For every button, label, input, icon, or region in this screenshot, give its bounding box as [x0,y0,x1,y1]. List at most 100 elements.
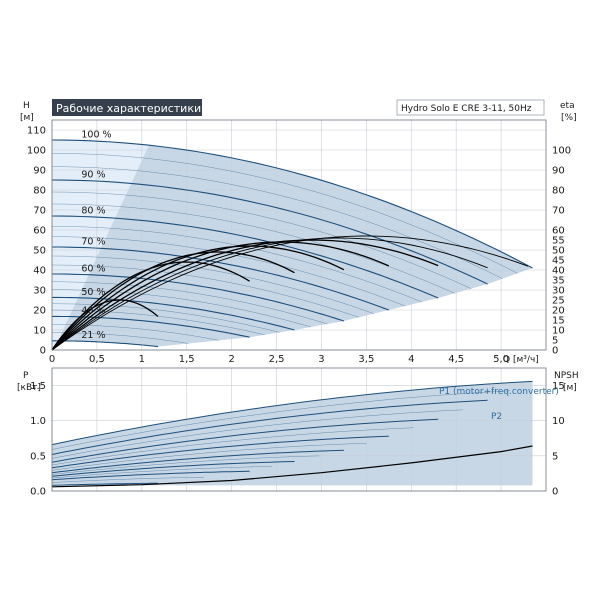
power-curve [51,470,250,481]
npsh-curve [51,445,533,488]
flow-tick-label: 2,5 [269,354,285,365]
power-axis-unit: [кВт] [17,383,41,393]
chart-title: Рабочие характеристики [56,102,201,115]
power-curve [51,449,344,474]
eta-tick-label: 40 [552,266,565,277]
model-box [396,99,545,116]
eta-tick-label: 15 [552,316,565,327]
speed-percent-label: 70 % [81,236,105,247]
power-curve-minor [51,427,414,466]
eta-axis-label: eta [560,101,575,111]
p1-series-label: P1 (motor+freq.converter) [439,387,559,397]
head-tick-label: 100 [27,146,46,157]
eta-tick-label: 10 [552,326,565,337]
head-axis-unit: [м] [20,113,34,123]
flow-tick-label: 3 [318,354,324,365]
speed-curve [51,179,488,285]
eta-axis-unit: [%] [561,113,577,123]
eta-tick-label: 50 [552,246,565,257]
eta-tick-label: 80 [552,186,565,197]
npsh-line [51,445,533,488]
npsh-axis-label: NPSH [554,371,579,381]
power-tick-label: 1.5 [30,381,46,392]
npsh-axis-ticks: 0 5 10 15 [552,381,565,497]
power-band-area [52,381,533,486]
speed-curve-minor [51,153,518,274]
power-curve [51,435,389,469]
eta-tick-label: 55 [552,236,565,247]
power-axis-label: P [23,371,29,381]
power-plot: 0.0 0.5 1.0 1.5 0 5 10 15 P1 (motor+freq.conve… [30,367,565,498]
head-tick-label: 10 [33,326,46,337]
speed-percent-labels: 100 % 90 % 80 % 70 % 60 % 50 % 40 % 21 % [81,129,111,341]
speed-curve-minor [51,303,280,333]
power-curve-minor [51,443,367,471]
speed-curve-minor [52,289,312,328]
p2-series-label: P2 [491,412,502,422]
head-tick-label: 80 [33,186,46,197]
head-tick-label: 70 [33,206,46,217]
speed-percent-label: 40 % [81,306,105,317]
eta-tick-label: 70 [552,206,565,217]
eta-tick-label: 90 [552,166,565,177]
speed-curve-minor [51,264,359,318]
speed-percent-label: 80 % [81,205,105,216]
eta-tick-label: 100 [552,146,571,157]
power-curve-minor [51,390,511,450]
power-curves [51,380,533,486]
power-curve-minor [51,466,273,479]
speed-curve-minor [52,236,406,307]
efficiency-curve [51,241,390,351]
speed-curve-minor [51,226,422,303]
speed-percent-label: 100 % [81,129,111,140]
flow-tick-label: 4 [408,354,414,365]
head-plot-frame [51,119,547,351]
power-tick-label: 0.5 [30,451,46,462]
npsh-tick-label: 15 [552,381,565,392]
flow-tick-label: 3,5 [358,354,374,365]
eta-tick-label: 45 [552,256,565,267]
head-tick-label: 20 [33,306,46,317]
speed-curve [51,139,533,269]
flow-tick-label: 1 [139,354,145,365]
eta-tick-label: 35 [552,276,565,287]
speed-curve [52,296,295,331]
head-tick-label: 110 [27,126,46,137]
flow-tick-label: 0,5 [89,354,105,365]
flow-axis-ticks: 0 0,5 1 1,5 2 2,5 3 3,5 4 4,5 5,0 [49,354,509,365]
power-tick-label: 0.0 [30,487,46,498]
flow-tick-label: 2 [228,354,234,365]
speed-curve-minor [52,281,328,325]
power-curve [51,461,295,477]
pump-model-label: Hydro Solo E CRE 3-11, 50Hz [401,104,532,114]
flow-tick-label: 1,5 [179,354,195,365]
speed-percent-label: 90 % [81,169,105,180]
power-axes [51,367,547,492]
power-plot-frame [51,367,547,492]
efficiency-curve [51,239,439,351]
eta-tick-label: 25 [552,296,565,307]
head-tick-label: 50 [33,246,46,257]
speed-curve [52,340,159,348]
speed-curve [51,215,439,299]
speed-curve [52,246,389,311]
head-tick-label: 40 [33,266,46,277]
flow-tick-label: 4,5 [448,354,464,365]
speed-percent-label: 50 % [81,287,105,298]
operating-band-area [52,140,533,347]
speed-curve-minor [51,255,374,314]
eta-tick-label: 30 [552,286,565,297]
npsh-tick-label: 0 [552,487,558,498]
power-curve-minor [51,477,204,483]
title-banner [52,99,202,116]
head-tick-label: 60 [33,226,46,237]
speed-curve-minor [51,191,472,289]
power-curve [51,399,488,455]
power-curve [51,380,533,446]
npsh-axis-unit: [м] [563,383,577,393]
eta-tick-label: 20 [552,306,565,317]
speed-curve [52,315,250,338]
eta-tick-label: 5 [552,336,558,347]
